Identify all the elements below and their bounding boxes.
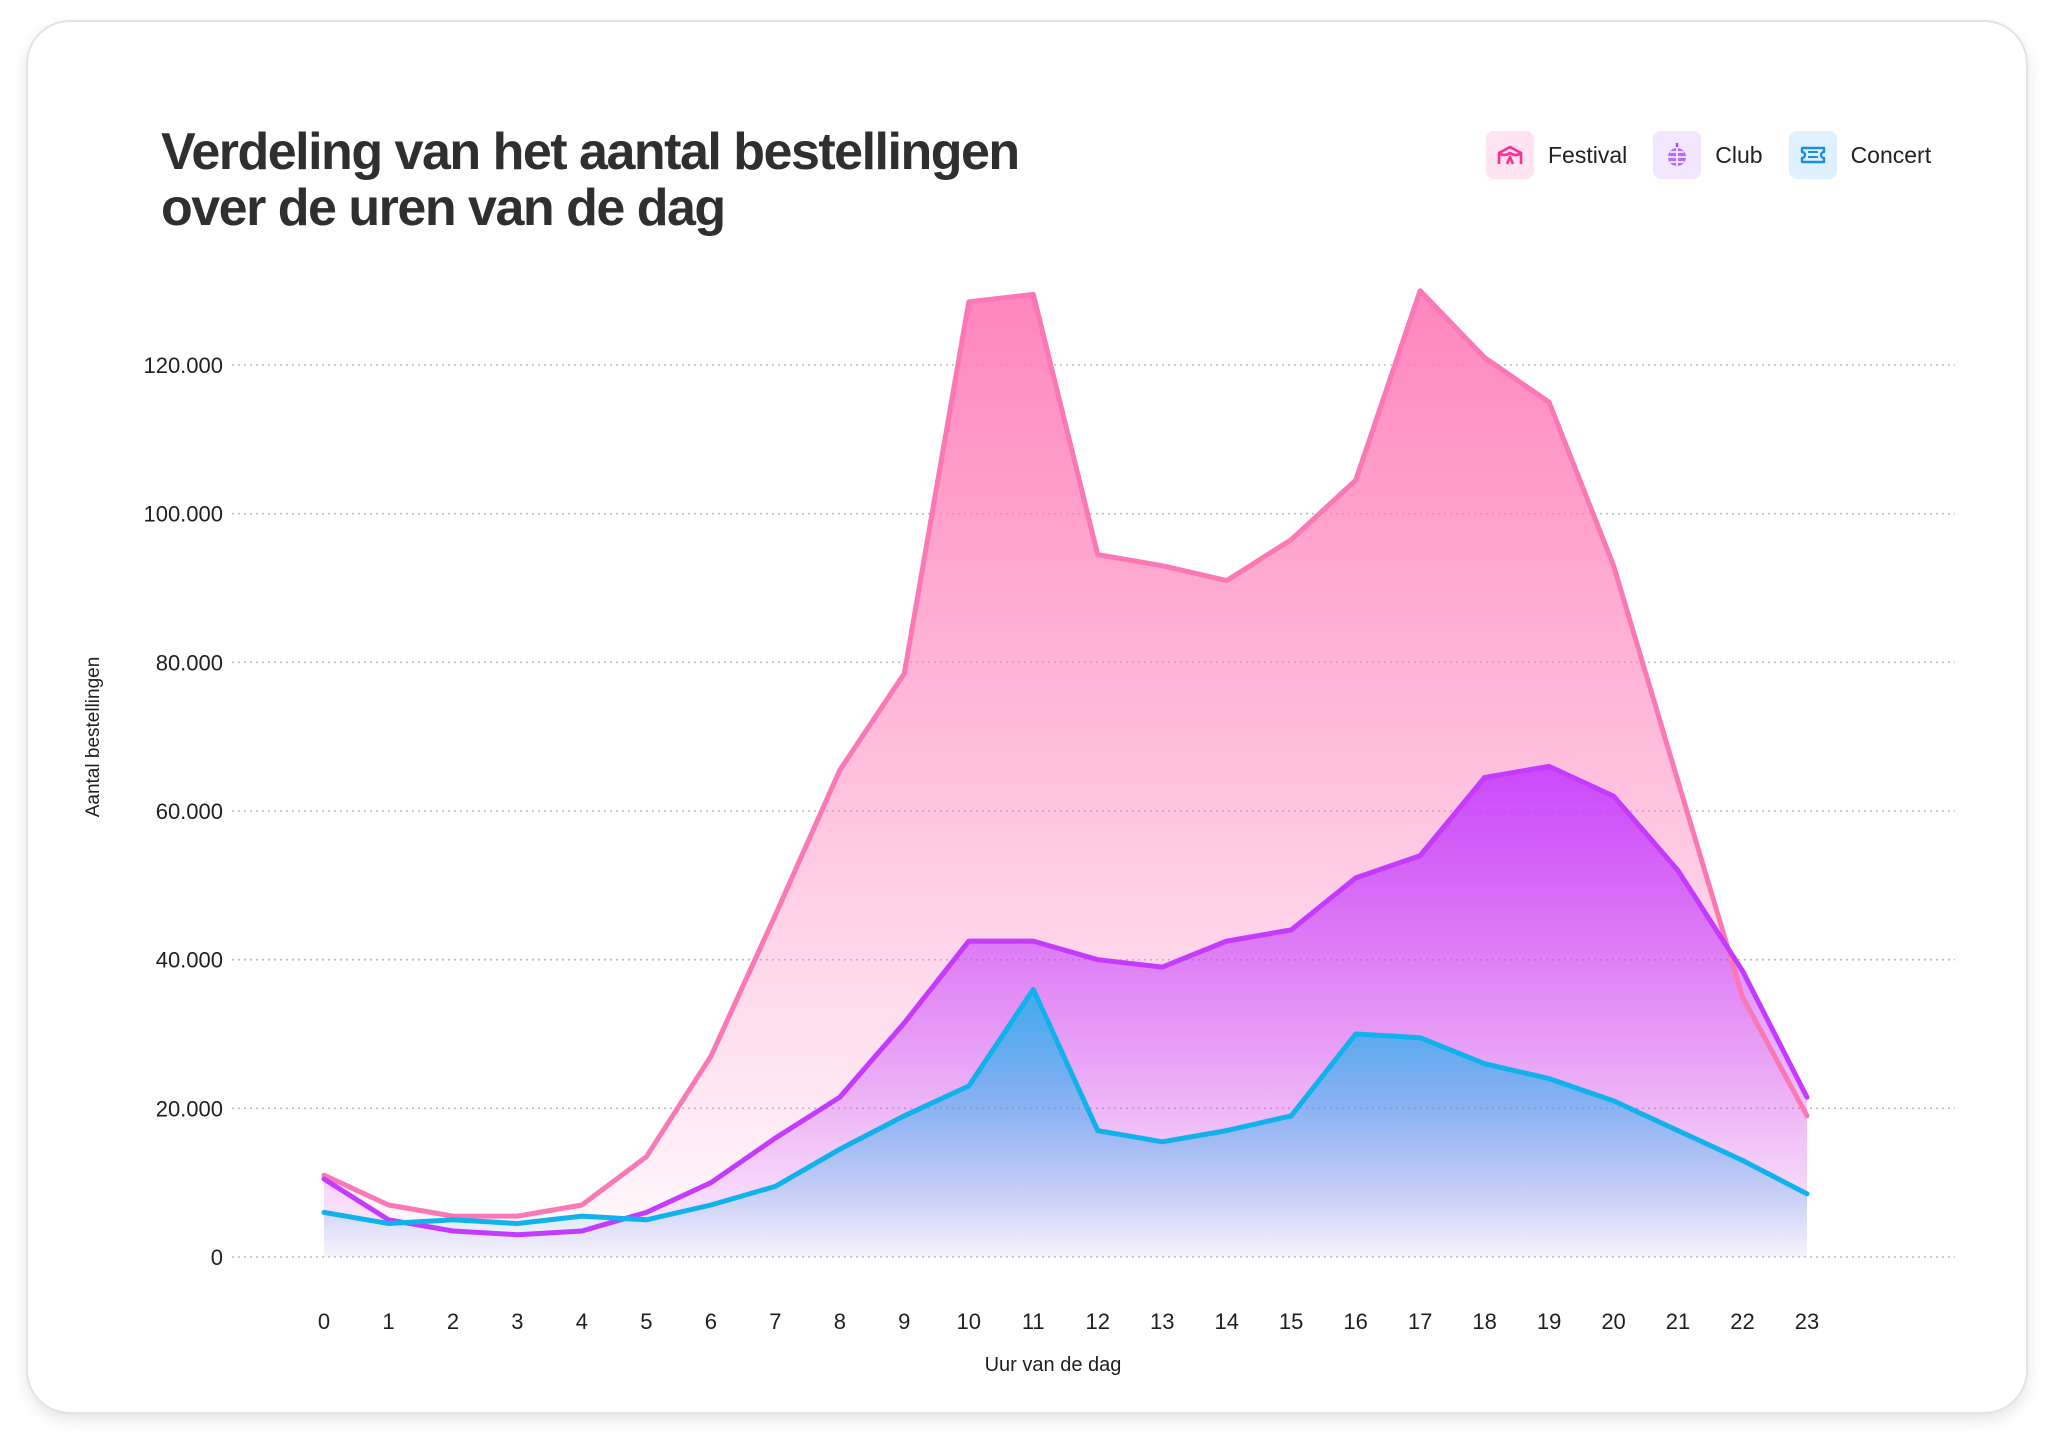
y-tick-label: 60.000	[156, 799, 223, 824]
legend-label-concert: Concert	[1850, 141, 1932, 168]
x-tick-label: 18	[1472, 1309, 1496, 1334]
x-tick-label: 23	[1795, 1309, 1819, 1334]
line-festival[interactable]	[321, 288, 1810, 1219]
legend-item-club[interactable]: Club	[1653, 131, 1763, 179]
disco-ball-icon	[1653, 131, 1702, 179]
ticket-icon	[1788, 131, 1837, 179]
x-tick-label: 15	[1279, 1309, 1303, 1334]
x-tick-label: 16	[1343, 1309, 1367, 1334]
x-tick-label: 11	[1022, 1309, 1045, 1334]
x-tick-label: 0	[318, 1309, 330, 1334]
x-tick-label: 4	[576, 1309, 588, 1334]
x-tick-label: 7	[769, 1309, 781, 1334]
chart-title-line-1: Verdeling van het aantal bestellingen	[161, 123, 1020, 181]
x-tick-label: 13	[1150, 1309, 1174, 1334]
tent-icon	[1486, 131, 1534, 179]
legend-item-festival[interactable]: Festival	[1486, 131, 1627, 179]
x-tick-label: 3	[511, 1309, 523, 1334]
x-tick-label: 5	[640, 1309, 652, 1334]
x-axis-ticks: 0 1 2 3 4 5 6 7 8 9 10 11 12 13 14 15 16 17 18 19 20 21 22 23	[318, 1309, 1819, 1334]
x-tick-label: 17	[1408, 1309, 1432, 1334]
x-axis-label: Uur van de dag	[985, 1354, 1122, 1376]
x-tick-label: 2	[447, 1309, 459, 1334]
y-axis-ticks: 0 20.000 40.000 60.000 80.000 100.000 120.000	[143, 353, 223, 1270]
y-tick-label: 40.000	[156, 948, 223, 973]
x-tick-label: 6	[705, 1309, 717, 1334]
x-tick-label: 8	[834, 1309, 846, 1334]
x-tick-label: 1	[382, 1309, 394, 1334]
x-tick-label: 12	[1085, 1309, 1109, 1334]
y-tick-label: 20.000	[156, 1096, 223, 1121]
x-tick-label: 21	[1666, 1309, 1690, 1334]
x-tick-label: 10	[957, 1309, 981, 1334]
y-tick-label: 100.000	[143, 502, 223, 527]
y-tick-label: 120.000	[143, 353, 223, 378]
line-concert[interactable]	[321, 986, 1810, 1226]
series-lines	[321, 288, 1810, 1238]
x-tick-label: 22	[1730, 1309, 1754, 1334]
legend-label-festival: Festival	[1548, 141, 1628, 168]
legend-label-club: Club	[1715, 141, 1763, 168]
chart-legend: Festival Club Concert	[1486, 131, 1931, 179]
x-tick-label: 20	[1601, 1309, 1625, 1334]
chart-title-line-2: over de uren van de dag	[161, 179, 726, 237]
x-tick-label: 19	[1537, 1309, 1561, 1334]
y-axis-label: Aantal bestellingen	[83, 657, 104, 818]
series-areas	[324, 290, 1807, 1257]
x-tick-label: 14	[1214, 1309, 1238, 1334]
y-tick-label: 80.000	[156, 650, 223, 675]
legend-item-concert[interactable]: Concert	[1788, 131, 1932, 179]
chart-title: Verdeling van het aantal bestellingen ov…	[161, 124, 1141, 236]
area-concert	[324, 989, 1807, 1257]
x-tick-label: 9	[898, 1309, 910, 1334]
y-tick-label: 0	[211, 1245, 223, 1270]
line-club[interactable]	[321, 763, 1810, 1238]
